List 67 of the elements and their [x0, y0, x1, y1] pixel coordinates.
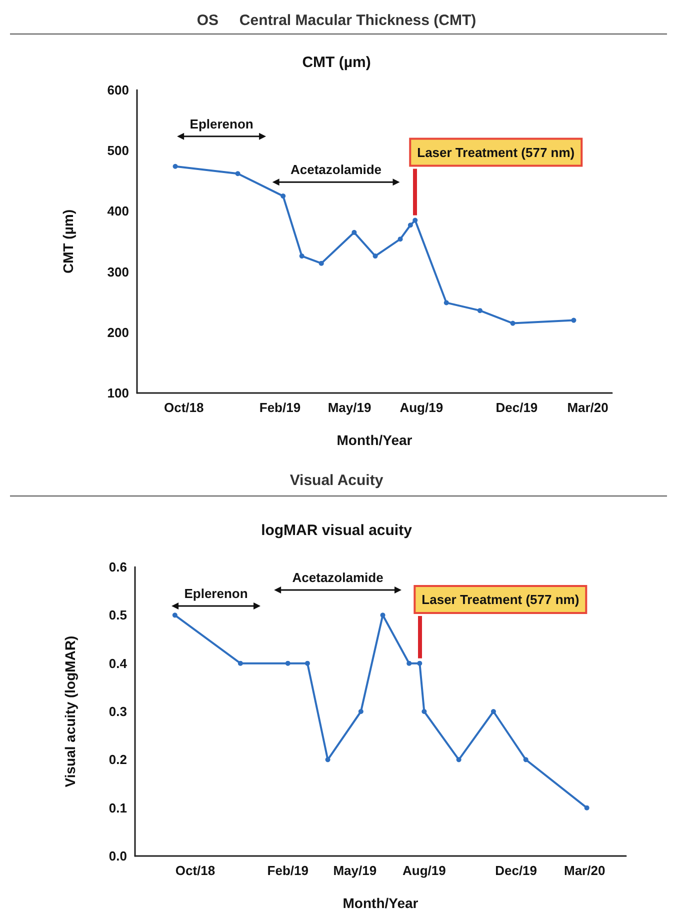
y-tick-label: 0.0: [108, 848, 127, 864]
point: [285, 660, 290, 666]
point: [304, 660, 310, 666]
x-tick-label: Oct/18: [164, 400, 204, 415]
point: [422, 709, 427, 714]
chart-title: logMAR visual acuity: [261, 522, 413, 539]
annotation: Acetazolamide: [292, 570, 384, 586]
point: [398, 236, 403, 242]
y-tick-label: 500: [107, 143, 129, 158]
point: [280, 194, 286, 199]
point: [172, 612, 178, 618]
y-tick-label: 200: [107, 324, 129, 340]
y-axis-title: Visual acuity (logMAR): [62, 636, 78, 788]
x-tick-label: Mar/20: [564, 863, 606, 878]
annotation: Eplerenon: [184, 586, 248, 601]
point: [372, 254, 378, 259]
point: [490, 709, 496, 714]
point: [238, 660, 243, 666]
point: [406, 660, 412, 666]
point: [325, 757, 330, 762]
y-tick-label: 100: [107, 386, 129, 400]
point: [318, 260, 324, 266]
y-tick-label: 0.3: [108, 704, 127, 719]
chart-subtitle: OS Central Macular Thickness (CMT): [196, 12, 476, 29]
x-tick-label: Aug/19: [402, 863, 446, 878]
point: [235, 171, 240, 176]
annotation: Acetazolamide: [290, 162, 382, 178]
point: [358, 709, 364, 714]
y-tick-label: 300: [107, 264, 129, 280]
point: [477, 308, 482, 314]
y-tick-label: 0.5: [108, 608, 127, 623]
point: [352, 230, 357, 235]
annotation: Eplerenon: [190, 116, 254, 132]
x-tick-label: Aug/19: [400, 400, 444, 415]
annotation: Laser Treatment (577 nm): [417, 144, 575, 160]
point: [408, 222, 413, 228]
point: [417, 660, 422, 666]
x-axis-title: Month/Year: [336, 432, 413, 448]
point: [444, 300, 449, 306]
x-tick-label: Feb/19: [259, 400, 301, 415]
point: [380, 612, 386, 618]
x-tick-label: May/19: [328, 400, 372, 415]
point: [584, 805, 590, 810]
point: [172, 164, 178, 169]
point: [412, 218, 418, 223]
chart-title: CMT (µm): [302, 54, 371, 71]
y-axis-title: CMT (µm): [60, 209, 76, 274]
point: [571, 318, 576, 323]
y-tick-label: 0.2: [108, 752, 127, 768]
x-tick-label: Oct/18: [175, 863, 216, 878]
x-tick-label: Dec/19: [496, 400, 538, 415]
x-tick-label: Feb/19: [267, 863, 308, 878]
point: [510, 320, 516, 326]
x-tick-label: May/19: [333, 863, 377, 878]
y-tick-label: 0.4: [108, 656, 128, 671]
point: [523, 757, 528, 762]
x-tick-label: Dec/19: [495, 863, 538, 878]
y-tick-label: 0.6: [108, 560, 127, 574]
chart-subtitle: Visual Acuity: [290, 472, 384, 489]
x-tick-label: Mar/20: [567, 400, 608, 415]
y-tick-label: 0.1: [108, 800, 127, 816]
point: [456, 757, 462, 762]
y-tick-label: 400: [107, 204, 129, 219]
annotation: Laser Treatment (577 nm): [422, 592, 580, 607]
x-axis-title: Month/Year: [342, 895, 419, 911]
point: [299, 254, 304, 259]
y-tick-label: 600: [107, 82, 129, 98]
